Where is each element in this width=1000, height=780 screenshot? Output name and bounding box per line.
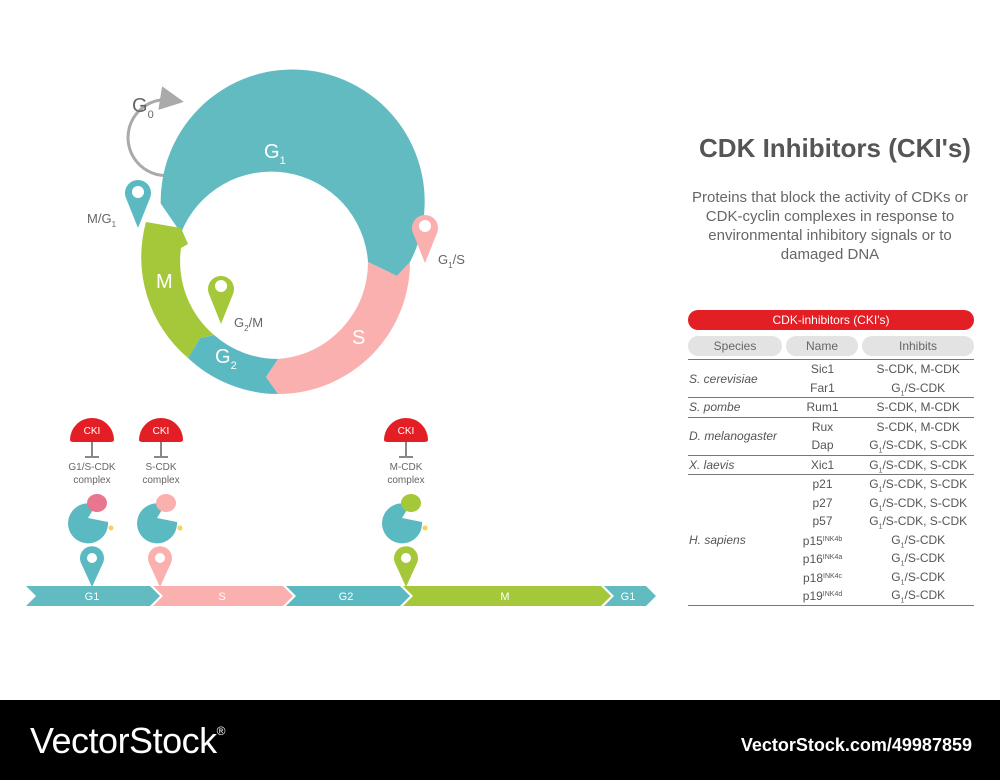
cell-cycle-diagram: G0 G1 S G2 M M/G1 G1/S G2/M G1 S G2 M G1 — [26, 69, 656, 606]
cki-name: Rum1 — [806, 400, 839, 414]
inhibits-value: G1/S-CDK — [891, 380, 946, 397]
cdk-cyclin-complex-m — [382, 494, 428, 544]
timeline-pin-s — [148, 546, 173, 587]
cki-name: p21 — [812, 477, 833, 491]
ring-segment-s — [266, 262, 410, 394]
timeline-label-s: S — [218, 591, 225, 603]
cki-label-2: CKI — [153, 426, 170, 437]
cki-name: Dap — [811, 438, 834, 452]
inhibits-value: G1/S-CDK — [891, 588, 946, 605]
complex-word-s: complex — [142, 475, 179, 486]
timeline-label-g2: G2 — [339, 591, 354, 603]
cki-name: p18INK4c — [802, 570, 843, 585]
inhibits-value: G1/S-CDK, S-CDK — [869, 495, 968, 512]
timeline-phase-g1-end — [604, 586, 656, 606]
cki-inhibitor-m — [384, 418, 428, 458]
page-subtitle: Proteins that block the activity of CDKs… — [692, 189, 968, 263]
header-species: Species — [688, 336, 782, 356]
table-title: CDK-inhibitors (CKI's) — [688, 310, 974, 330]
mg1-checkpoint-pin — [125, 180, 151, 228]
s-phase-label: S — [352, 327, 365, 349]
g1s-checkpoint-pin — [412, 215, 438, 263]
mg1-checkpoint-label: M/G1 — [87, 211, 117, 229]
inhibits-value: G1/S-CDK, S-CDK — [869, 438, 968, 455]
inhibits-value: G1/S-CDK, S-CDK — [869, 514, 968, 531]
g1s-checkpoint-label: G1/S — [438, 252, 465, 270]
cki-name: Far1 — [810, 380, 835, 395]
header-inhibits: Inhibits — [862, 336, 974, 356]
timeline-phase-g1 — [26, 586, 160, 606]
ring-segment-m — [141, 222, 214, 358]
species-name: H. sapiens — [689, 532, 746, 547]
cki-name: Xic1 — [810, 457, 835, 472]
g0-label: G0 — [132, 95, 154, 121]
inhibits-value: G1/S-CDK — [891, 551, 946, 568]
cdk-cyclin-complex-g1s — [68, 494, 114, 544]
g0-loop-arrow — [126, 86, 184, 178]
cki-name: p15INK4b — [802, 533, 843, 548]
species-name: X. laevis — [689, 457, 735, 472]
timeline-phase-g2 — [286, 586, 410, 606]
cki-name: p19INK4d — [802, 589, 843, 603]
footer-bar: VectorStock® VectorStock.com/49987859 — [0, 700, 1000, 780]
g2m-checkpoint-pin — [208, 276, 234, 324]
complex-name-g1s: G1/S-CDK — [68, 462, 116, 473]
timeline-pin-m — [394, 546, 419, 587]
species-name: D. melanogaster — [689, 429, 778, 443]
inhibits-value: G1/S-CDK, S-CDK — [869, 477, 968, 494]
cki-name: Rux — [811, 419, 834, 434]
timeline-label-m: M — [500, 591, 509, 603]
cki-table: CDK-inhibitors (CKI's) Species Name Inhi… — [688, 310, 974, 606]
table-row-s-cerevisiae: S. cerevisiae Sic1 Far1 S-CDK, M-CDK G1/S-… — [688, 359, 974, 398]
table-row-x-laevis: X. laevis Xic1 G1/S-CDK, S-CDK — [688, 456, 974, 475]
g2-phase-label: G2 — [215, 346, 237, 372]
ring-segment-g1 — [160, 69, 425, 277]
complex-name-m: M-CDK — [390, 462, 423, 473]
brand-logo: VectorStock® — [30, 720, 225, 761]
cki-label-3: CKI — [398, 426, 415, 437]
complex-word-g1s: complex — [73, 475, 110, 486]
cki-name: p16INK4a — [802, 552, 843, 566]
inhibits-value: S-CDK, M-CDK — [876, 400, 960, 414]
table-row-d-melanogaster: D. melanogaster Rux Dap S-CDK, M-CDK G1/S-… — [688, 418, 974, 456]
cki-inhibitor-g1s — [70, 418, 114, 458]
cki-name: p27 — [812, 495, 833, 510]
m-phase-label: M — [156, 271, 173, 293]
page-title: CDK Inhibitors (CKI's) — [699, 133, 971, 163]
g2m-checkpoint-label: G2/M — [234, 315, 263, 333]
inhibits-value: G1/S-CDK — [891, 569, 946, 586]
inhibits-value: G1/S-CDK — [891, 532, 946, 549]
complex-name-s: S-CDK — [145, 462, 176, 473]
header-name: Name — [786, 336, 858, 356]
timeline-phase-m — [403, 586, 611, 606]
cki-name: Sic1 — [810, 362, 835, 376]
timeline-pin-g1s — [80, 546, 104, 587]
table-header: Species Name Inhibits — [688, 336, 974, 356]
timeline-label-g1-end: G1 — [621, 591, 636, 603]
inhibits-value: G1/S-CDK, S-CDK — [869, 457, 968, 474]
inhibits-value: S-CDK, M-CDK — [876, 419, 960, 434]
complex-word-m: complex — [387, 475, 424, 486]
cki-label-1: CKI — [84, 426, 101, 437]
cdk-cyclin-complex-s — [137, 494, 183, 544]
timeline-label-g1: G1 — [85, 591, 100, 603]
table-row-s-pombe: S. pombe Rum1 S-CDK, M-CDK — [688, 398, 974, 418]
timeline-phase-s — [153, 586, 293, 606]
cki-inhibitor-s — [139, 418, 183, 458]
inhibits-value: S-CDK, M-CDK — [876, 362, 960, 376]
ring-segment-g2 — [188, 335, 278, 394]
table-row-h-sapiens: H. sapiens p21 p27 p57 p15INK4b p16INK4a… — [688, 475, 974, 606]
species-name: S. cerevisiae — [689, 371, 758, 386]
species-name: S. pombe — [689, 400, 741, 415]
stock-id: VectorStock.com/49987859 — [740, 735, 972, 755]
cki-name: p57 — [812, 514, 833, 528]
g1-phase-label: G1 — [264, 141, 286, 167]
